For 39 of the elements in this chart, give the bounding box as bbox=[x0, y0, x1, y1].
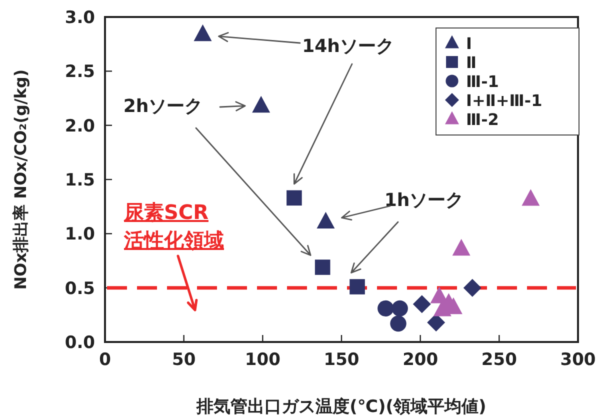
point bbox=[392, 300, 408, 317]
x-axis-title: 排気管出口ガス温度(℃)(領域平均値) bbox=[196, 397, 486, 417]
y-tick-label: 0.5 bbox=[64, 278, 95, 299]
legend-label: Ⅲ-1 bbox=[466, 72, 499, 91]
y-tick-label: 2.0 bbox=[64, 116, 96, 136]
point bbox=[390, 315, 406, 332]
point bbox=[350, 279, 365, 294]
y-axis-title: NOx排出率 NOx/CO₂(g/kg) bbox=[11, 69, 30, 290]
legend-label: Ⅲ-2 bbox=[466, 110, 499, 129]
y-tick-label: 2.5 bbox=[64, 62, 95, 82]
legend-label: Ⅰ bbox=[466, 34, 472, 53]
point bbox=[412, 295, 431, 314]
point bbox=[522, 189, 540, 206]
x-tick-label: 100 bbox=[244, 350, 281, 370]
x-tick-label: 200 bbox=[402, 350, 438, 370]
x-tick-label: 50 bbox=[172, 350, 196, 370]
y-tick-label: 3.0 bbox=[64, 8, 96, 28]
point bbox=[316, 212, 335, 228]
y-tick-label: 1.5 bbox=[64, 170, 95, 190]
annotation: 2hソーク bbox=[123, 96, 203, 117]
point bbox=[452, 238, 470, 256]
point bbox=[286, 190, 302, 206]
point bbox=[314, 260, 330, 275]
point bbox=[378, 300, 394, 317]
x-tick-label: 150 bbox=[324, 350, 360, 370]
legend-label: Ⅰ+Ⅱ+Ⅲ-1 bbox=[466, 91, 542, 110]
annotation: 尿素SCR 活性化領域 bbox=[123, 200, 224, 252]
y-tick-label: 0.0 bbox=[64, 333, 96, 353]
point bbox=[252, 96, 270, 113]
x-tick-label: 300 bbox=[560, 350, 596, 370]
x-tick-label: 0 bbox=[99, 350, 112, 370]
point bbox=[194, 24, 212, 42]
y-tick-label: 1.0 bbox=[64, 224, 96, 245]
point bbox=[463, 278, 482, 297]
annotation: 1hソーク bbox=[384, 190, 464, 211]
legend-label: Ⅱ bbox=[466, 53, 477, 72]
point bbox=[427, 314, 446, 332]
x-tick-label: 250 bbox=[481, 350, 518, 370]
annotation: 14hソーク bbox=[302, 36, 394, 57]
